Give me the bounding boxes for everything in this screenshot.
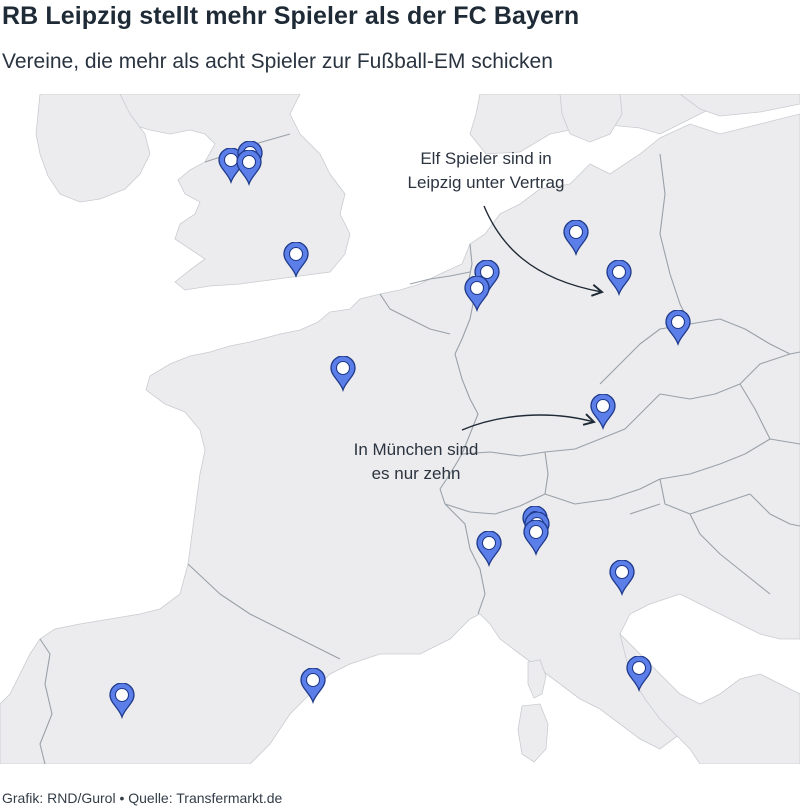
country-borders xyxy=(39,133,800,764)
source-credit: Grafik: RND/Gurol • Quelle: Transfermark… xyxy=(2,790,283,806)
muenchen-annotation-line2: es nur zehn xyxy=(372,464,461,483)
land-continent xyxy=(469,94,800,155)
muenchen-annotation-arrow xyxy=(461,413,596,431)
chart-subtitle: Vereine, die mehr als acht Spieler zur F… xyxy=(2,50,553,73)
land-great-britain xyxy=(117,94,351,291)
land-corsica xyxy=(527,659,547,699)
leipzig-annotation-arrow xyxy=(483,205,604,297)
muenchen-annotation-line1: In München sind xyxy=(354,440,479,459)
land-italy-south xyxy=(619,632,800,764)
leipzig-annotation-line2: Leipzig unter Vertrag xyxy=(408,173,565,192)
land-denmark xyxy=(559,94,623,143)
chart-title: RB Leipzig stellt mehr Spieler als der F… xyxy=(2,2,580,30)
europe-map: Elf Spieler sind in Leipzig unter Vertra… xyxy=(0,94,800,764)
leipzig-annotation-line1: Elf Spieler sind in xyxy=(420,149,551,168)
land-sardinia xyxy=(517,703,549,763)
land-ireland xyxy=(35,94,151,203)
land-sweden xyxy=(679,94,800,117)
